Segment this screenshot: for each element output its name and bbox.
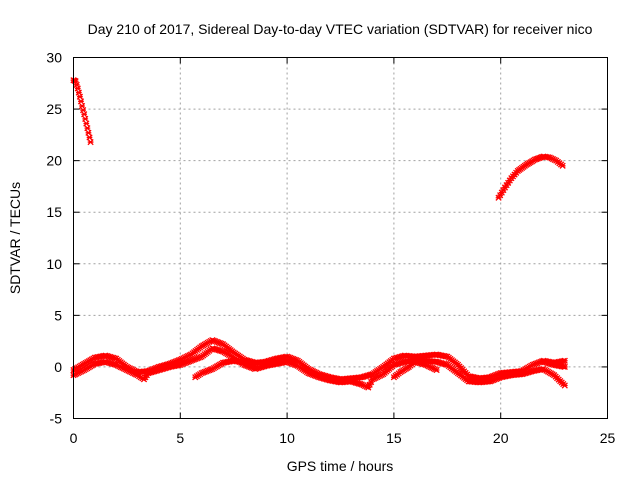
y-axis-label: SDTVAR / TECUs xyxy=(7,182,23,294)
data-point xyxy=(561,382,568,389)
data-point xyxy=(366,381,373,388)
data-point xyxy=(561,363,568,371)
axis-ticks: 0 5 10 15 20 25 -5 0 5 10 15 20 25 30 xyxy=(46,50,615,447)
data-point xyxy=(76,93,84,100)
data-point xyxy=(498,189,505,196)
data-point xyxy=(500,186,507,194)
y-tick-label: -5 xyxy=(50,411,63,427)
y-tick-label: 25 xyxy=(46,101,62,117)
data-points xyxy=(70,77,568,391)
x-tick-label: 5 xyxy=(176,430,184,446)
data-point xyxy=(82,115,89,122)
grid-lines xyxy=(73,57,608,419)
chart-title: Day 210 of 2017, Sidereal Day-to-day VTE… xyxy=(88,21,593,37)
data-point xyxy=(81,111,88,118)
y-tick-label: 5 xyxy=(54,307,62,323)
data-point xyxy=(495,194,502,201)
data-point xyxy=(251,361,259,368)
data-point xyxy=(85,129,92,136)
data-point xyxy=(561,357,568,364)
data-point xyxy=(77,98,85,105)
data-point xyxy=(559,162,566,169)
data-point xyxy=(365,384,372,391)
data-point xyxy=(497,192,504,199)
data-point xyxy=(433,366,440,374)
x-tick-label: 10 xyxy=(279,430,295,446)
x-axis-label: GPS time / hours xyxy=(287,458,394,474)
x-tick-label: 25 xyxy=(600,430,616,446)
x-tick-label: 0 xyxy=(70,430,78,446)
data-point xyxy=(84,125,91,132)
y-tick-label: 30 xyxy=(46,50,62,66)
y-tick-label: 0 xyxy=(54,359,62,375)
data-point xyxy=(87,138,94,146)
x-tick-label: 20 xyxy=(493,430,509,446)
y-tick-label: 15 xyxy=(46,204,62,220)
x-tick-label: 15 xyxy=(386,430,402,446)
y-tick-label: 10 xyxy=(46,256,62,272)
y-tick-label: 20 xyxy=(46,153,62,169)
data-point xyxy=(86,134,93,141)
data-point xyxy=(83,120,90,127)
plot-frame xyxy=(73,57,608,419)
